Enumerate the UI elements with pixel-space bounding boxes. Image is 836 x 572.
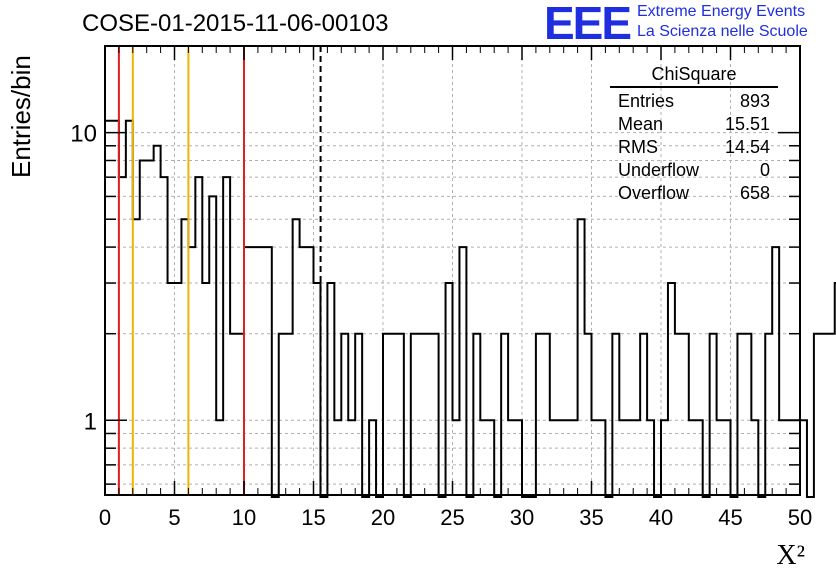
x-tick-label: 10 — [232, 505, 256, 530]
y-axis-label: Entries/bin — [6, 55, 36, 178]
x-tick-label: 50 — [788, 505, 812, 530]
x-tick-label: 0 — [99, 505, 111, 530]
x-tick-label: 5 — [168, 505, 180, 530]
stats-row: Overflow 658 — [610, 182, 778, 205]
stats-row: Underflow 0 — [610, 159, 778, 182]
stats-title: ChiSquare — [610, 64, 778, 88]
stats-row: Entries 893 — [610, 90, 778, 113]
stats-label: RMS — [618, 137, 658, 157]
tick-labels: 0 5 10 15 20 25 30 35 40 45 50 1 10 — [70, 121, 812, 530]
brand-line-1: Extreme Energy Events — [637, 3, 806, 20]
stats-label: Overflow — [618, 183, 690, 203]
stats-value: 15.51 — [724, 114, 770, 134]
y-tick-label: 1 — [84, 408, 97, 435]
x-tick-label: 30 — [510, 505, 534, 530]
chart-title: COSE-01-2015-11-06-00103 — [82, 10, 389, 37]
stats-label: Mean — [618, 114, 664, 134]
x-tick-label: 25 — [440, 505, 464, 530]
x-tick-label: 35 — [579, 505, 603, 530]
histogram-marks — [105, 119, 836, 498]
stats-value: 658 — [739, 183, 770, 203]
stats-value: 0 — [759, 160, 770, 180]
reference-lines — [117, 46, 322, 495]
stats-row: RMS 14.54 — [610, 136, 778, 159]
eee-logo: EEE — [544, 0, 632, 49]
histogram-step-line — [105, 119, 836, 498]
stats-value: 14.54 — [724, 137, 770, 157]
brand-line-2: La Scienza nelle Scuole — [637, 23, 808, 40]
stats-box: ChiSquare Entries 893 Mean 15.51 RMS 14.54 Und… — [610, 64, 778, 205]
x-axis-label: X² — [776, 540, 805, 571]
stats-label: Entries — [618, 91, 675, 111]
x-tick-label: 20 — [371, 505, 395, 530]
stats-row: Mean 15.51 — [610, 113, 778, 136]
axis-ticks — [104, 45, 801, 495]
stats-value: 893 — [739, 91, 770, 111]
stats-label: Underflow — [618, 160, 700, 180]
x-tick-label: 45 — [718, 505, 742, 530]
x-tick-label: 40 — [649, 505, 673, 530]
y-tick-label: 10 — [70, 121, 97, 148]
x-tick-label: 15 — [301, 505, 325, 530]
